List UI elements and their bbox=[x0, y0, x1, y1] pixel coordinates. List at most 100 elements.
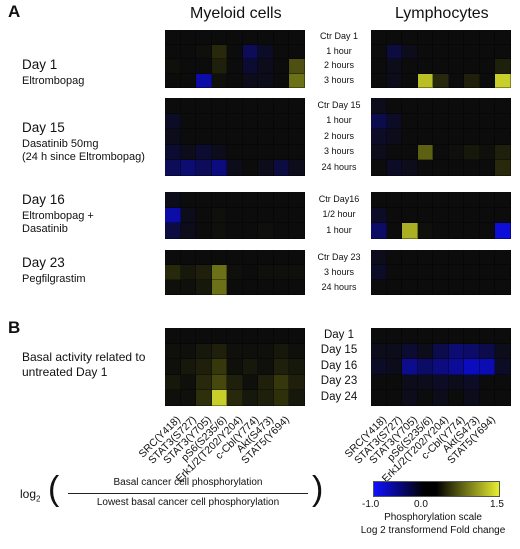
heatmap-cell bbox=[196, 343, 212, 359]
heatmap-cell bbox=[386, 250, 403, 265]
heatmap-cell bbox=[196, 390, 212, 406]
heatmap-cell bbox=[227, 59, 243, 74]
heatmap-cell bbox=[165, 44, 181, 59]
heatmap-cell bbox=[289, 328, 305, 344]
heatmap-cell bbox=[196, 73, 212, 88]
heatmap-cell bbox=[386, 98, 403, 114]
heatmap-cell bbox=[289, 73, 305, 88]
heatmap-cell bbox=[227, 73, 243, 88]
colorbar-title: Phosphorylation scale bbox=[384, 512, 482, 523]
heatmap-cell bbox=[258, 343, 274, 359]
heatmap-cell bbox=[273, 343, 290, 359]
heatmap-cell bbox=[273, 98, 290, 114]
heatmap-cell bbox=[258, 59, 274, 74]
heatmap-cell bbox=[386, 129, 403, 145]
heatmap-cell bbox=[433, 73, 449, 88]
heatmap-cell bbox=[495, 192, 511, 208]
heatmap-cell bbox=[479, 98, 496, 114]
heatmap-cell bbox=[433, 160, 449, 176]
heatmap-cell bbox=[386, 343, 403, 359]
heatmap-cell bbox=[417, 328, 434, 344]
formula-denominator: Lowest basal cancer cell phosphorylation bbox=[96, 497, 280, 508]
heatmap-cell bbox=[227, 223, 243, 239]
heatmap-cell bbox=[386, 223, 403, 239]
heatmap-cell bbox=[273, 390, 290, 406]
heatmap-cell bbox=[479, 113, 496, 129]
colorbar-tick-max: 1.5 bbox=[490, 499, 504, 510]
heatmap-cell bbox=[258, 129, 274, 145]
heatmap-cell bbox=[180, 250, 197, 265]
heatmap-cell bbox=[371, 328, 387, 344]
heatmap-cell bbox=[464, 113, 480, 129]
timepoint-label: 3 hours bbox=[323, 146, 355, 157]
heatmap-cell bbox=[495, 223, 511, 239]
heatmap-cell bbox=[227, 129, 243, 145]
panel-b-letter: B bbox=[8, 318, 21, 337]
heatmap-cell bbox=[258, 192, 274, 208]
heatmap-cell bbox=[433, 250, 449, 265]
heatmap-cell bbox=[273, 192, 290, 208]
heatmap-cell bbox=[448, 328, 465, 344]
timepoint-label: Ctr Day 15 bbox=[317, 99, 361, 110]
heatmap-cell bbox=[386, 44, 403, 59]
heatmap-cell bbox=[448, 207, 465, 223]
heatmap-cell bbox=[258, 207, 274, 223]
treatment-description: Eltrombopag bbox=[22, 75, 85, 87]
lymphocytes-title: Lymphocytes bbox=[395, 5, 489, 22]
heatmap-cell bbox=[196, 265, 212, 280]
heatmap-cell bbox=[479, 30, 496, 45]
timepoint-label: 2 hours bbox=[323, 130, 355, 141]
heatmap-cell bbox=[258, 160, 274, 176]
heatmap-cell bbox=[211, 343, 228, 359]
heatmap-cell bbox=[227, 343, 243, 359]
heatmap-cell bbox=[464, 73, 480, 88]
heatmap-cell bbox=[464, 343, 480, 359]
heatmap-cell bbox=[386, 192, 403, 208]
heatmap-cell bbox=[448, 223, 465, 239]
heatmap-cell bbox=[180, 160, 197, 176]
treatment-description: (24 h since Eltrombopag) bbox=[22, 151, 145, 163]
heatmap-cell bbox=[242, 44, 259, 59]
heatmap-cell bbox=[211, 192, 228, 208]
heatmap-cell bbox=[433, 192, 449, 208]
heatmap-cell bbox=[196, 250, 212, 265]
heatmap-cell bbox=[464, 160, 480, 176]
heatmap-cell bbox=[165, 160, 181, 176]
heatmap-cell bbox=[242, 265, 259, 280]
heatmap-cell bbox=[433, 265, 449, 280]
heatmap-cell bbox=[386, 113, 403, 129]
heatmap-cell bbox=[371, 98, 387, 114]
heatmap-cell bbox=[165, 207, 181, 223]
heatmap-cell bbox=[417, 30, 434, 45]
heatmap-cell bbox=[479, 343, 496, 359]
panel-b-desc-line-2: untreated Day 1 bbox=[22, 365, 108, 379]
heatmap-cell bbox=[433, 390, 449, 406]
heatmap-cell bbox=[464, 30, 480, 45]
heatmap-cell bbox=[211, 390, 228, 406]
heatmap-cell bbox=[196, 207, 212, 223]
heatmap-cell bbox=[402, 113, 418, 129]
heatmap-cell bbox=[227, 207, 243, 223]
heatmap-cell bbox=[402, 374, 418, 390]
heatmap-cell bbox=[371, 73, 387, 88]
heatmap-cell bbox=[464, 390, 480, 406]
heatmap-cell bbox=[371, 359, 387, 375]
heatmap-cell bbox=[258, 73, 274, 88]
heatmap-cell bbox=[242, 328, 259, 344]
heatmap-cell bbox=[180, 44, 197, 59]
heatmap-cell bbox=[433, 98, 449, 114]
heatmap-cell bbox=[417, 359, 434, 375]
heatmap-cell bbox=[211, 30, 228, 45]
heatmap-cell bbox=[258, 265, 274, 280]
heatmap-cell bbox=[479, 250, 496, 265]
heatmap-cell bbox=[464, 207, 480, 223]
timepoint-label: Ctr Day16 bbox=[318, 193, 360, 204]
heatmap-cell bbox=[433, 129, 449, 145]
heatmap-cell bbox=[242, 30, 259, 45]
heatmap-cell bbox=[479, 280, 496, 295]
heatmap-cell bbox=[417, 160, 434, 176]
heatmap-cell bbox=[371, 144, 387, 160]
heatmap-cell bbox=[417, 59, 434, 74]
heatmap-cell bbox=[417, 113, 434, 129]
heatmap-cell bbox=[495, 250, 511, 265]
